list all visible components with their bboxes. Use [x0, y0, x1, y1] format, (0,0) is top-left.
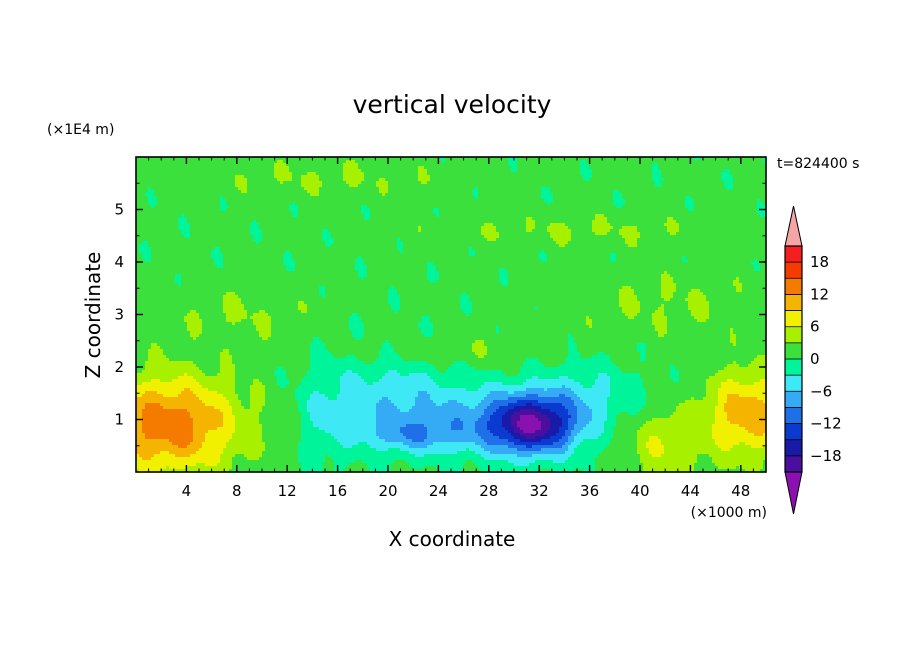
x-tick-label: 36 — [580, 482, 599, 500]
colorbar-cell — [785, 439, 802, 457]
colorbar-label: 12 — [810, 285, 829, 303]
colorbar-cell — [785, 375, 802, 392]
y-axis-title: Z coordinate — [81, 252, 105, 379]
x-axis: 4 8 12 16 20 24 28 32 36 40 44 48 — [148, 157, 754, 500]
contour-field — [136, 157, 766, 472]
x-tick-label: 12 — [278, 482, 297, 500]
x-unit-label: (×1000 m) — [691, 505, 767, 521]
x-tick-label: 28 — [479, 482, 498, 500]
colorbar: 18 12 6 0 −6 −12 −18 — [784, 205, 842, 515]
colorbar-cell — [785, 326, 802, 344]
colorbar-cell — [785, 359, 802, 376]
y-axis: 1 2 3 4 5 — [114, 182, 766, 447]
colorbar-label: −6 — [810, 382, 832, 400]
y-tick-label: 1 — [114, 411, 124, 429]
colorbar-label: −12 — [810, 415, 842, 433]
colorbar-extend-bottom — [784, 471, 803, 515]
colorbar-label: −18 — [810, 447, 842, 465]
x-tick-label: 4 — [182, 482, 192, 500]
colorbar-label: 18 — [810, 253, 829, 271]
colorbar-cell — [785, 310, 802, 328]
x-tick-label: 24 — [429, 482, 448, 500]
x-tick-label: 20 — [378, 482, 397, 500]
x-tick-label: 44 — [681, 482, 700, 500]
time-label: t=824400 s — [777, 156, 859, 172]
colorbar-label: 0 — [810, 350, 820, 368]
colorbar-cell — [785, 455, 802, 473]
chart-title: vertical velocity — [353, 90, 552, 119]
x-tick-label: 48 — [731, 482, 750, 500]
y-tick-label: 3 — [114, 306, 124, 324]
y-tick-label: 2 — [114, 358, 124, 376]
colorbar-cell — [785, 423, 802, 441]
colorbar-cell — [785, 342, 802, 360]
colorbar-cell — [785, 262, 802, 279]
colorbar-cell — [785, 278, 802, 295]
colorbar-cell — [785, 391, 802, 408]
y-unit-label: (×1E4 m) — [47, 122, 114, 138]
x-tick-label: 16 — [328, 482, 347, 500]
y-tick-label: 5 — [114, 201, 124, 219]
x-tick-label: 40 — [630, 482, 649, 500]
x-axis-title: X coordinate — [389, 527, 516, 551]
x-tick-label: 8 — [232, 482, 242, 500]
colorbar-cell — [785, 246, 802, 263]
y-tick-label: 4 — [114, 253, 124, 271]
colorbar-label: 6 — [810, 318, 820, 336]
colorbar-extend-top — [784, 205, 803, 247]
colorbar-cell — [785, 294, 802, 311]
x-tick-label: 32 — [530, 482, 549, 500]
colorbar-cell — [785, 407, 802, 424]
